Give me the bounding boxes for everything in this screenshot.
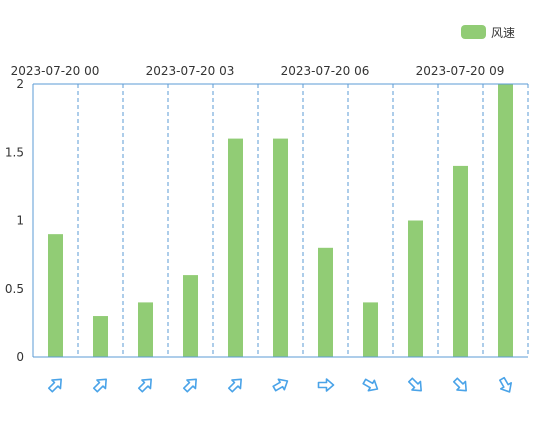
arrow-layer bbox=[47, 376, 512, 393]
x-tick-label: 2023-07-20 06 bbox=[281, 64, 370, 78]
y-tick-label: 2 bbox=[16, 77, 24, 91]
wind-direction-arrow-icon bbox=[137, 378, 152, 393]
bar[interactable] bbox=[138, 302, 153, 357]
wind-direction-arrow-icon bbox=[227, 378, 242, 393]
bar[interactable] bbox=[273, 138, 288, 357]
bar[interactable] bbox=[93, 316, 108, 357]
bar[interactable] bbox=[498, 84, 513, 357]
x-tick-label: 2023-07-20 09 bbox=[416, 64, 505, 78]
axis-layer bbox=[32, 83, 528, 358]
y-tick-label: 1 bbox=[16, 214, 24, 228]
wind-direction-arrow-icon bbox=[452, 377, 467, 392]
wind-direction-arrow-icon bbox=[407, 377, 422, 392]
bar[interactable] bbox=[363, 302, 378, 357]
wind-direction-arrow-icon bbox=[272, 378, 289, 392]
legend-swatch[interactable] bbox=[461, 25, 486, 39]
x-tick-label: 2023-07-20 03 bbox=[146, 64, 235, 78]
y-tick-label: 1.5 bbox=[5, 145, 24, 159]
wind-direction-arrow-icon bbox=[47, 378, 62, 393]
wind-direction-arrow-icon bbox=[182, 378, 197, 393]
bar[interactable] bbox=[408, 220, 423, 358]
bar[interactable] bbox=[453, 165, 468, 357]
grid-layer bbox=[32, 84, 529, 357]
wind-direction-arrow-icon bbox=[317, 378, 335, 392]
bar[interactable] bbox=[228, 138, 243, 357]
legend[interactable]: 风速 bbox=[461, 25, 515, 40]
y-tick-label: 0 bbox=[16, 350, 24, 364]
y-tick-label: 0.5 bbox=[5, 282, 24, 296]
wind-direction-arrow-icon bbox=[92, 378, 107, 393]
bar[interactable] bbox=[48, 234, 63, 357]
wind-direction-arrow-icon bbox=[499, 376, 512, 393]
bar-layer bbox=[48, 84, 513, 357]
legend-label[interactable]: 风速 bbox=[491, 26, 515, 40]
bar[interactable] bbox=[183, 275, 198, 357]
wind-direction-arrow-icon bbox=[362, 378, 379, 392]
bar[interactable] bbox=[318, 247, 333, 357]
x-tick-label: 2023-07-20 00 bbox=[11, 64, 100, 78]
